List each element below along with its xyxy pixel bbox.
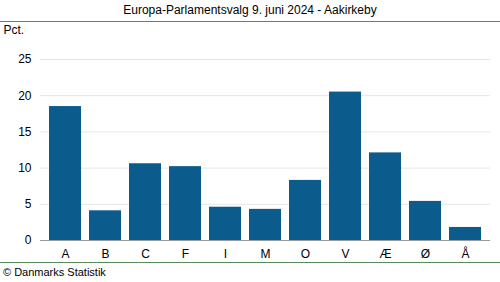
svg-text:O: O: [301, 247, 310, 261]
svg-text:Å: Å: [461, 246, 469, 261]
svg-text:Pct.: Pct.: [4, 23, 25, 37]
html-text:Europa-Parlamentsvalg 9. juni: Europa-Parlamentsvalg 9. juni 2024 - Aak…: [123, 3, 377, 17]
svg-text:A: A: [61, 247, 69, 261]
svg-text:Ø: Ø: [421, 247, 430, 261]
svg-text:20: 20: [18, 89, 32, 103]
svg-text:0: 0: [25, 233, 32, 247]
svg-text:M: M: [261, 247, 271, 261]
html-text:© Danmarks Statistik: © Danmarks Statistik: [3, 266, 106, 278]
svg-text:V: V: [341, 247, 349, 261]
svg-text:F: F: [182, 247, 189, 261]
svg-text:10: 10: [18, 161, 32, 175]
svg-text:B: B: [101, 247, 109, 261]
svg-text:25: 25: [18, 52, 32, 66]
svg-text:I: I: [224, 247, 227, 261]
svg-text:15: 15: [18, 125, 32, 139]
svg-text:C: C: [141, 247, 150, 261]
svg-text:Æ: Æ: [380, 247, 392, 261]
svg-text:5: 5: [25, 197, 32, 211]
